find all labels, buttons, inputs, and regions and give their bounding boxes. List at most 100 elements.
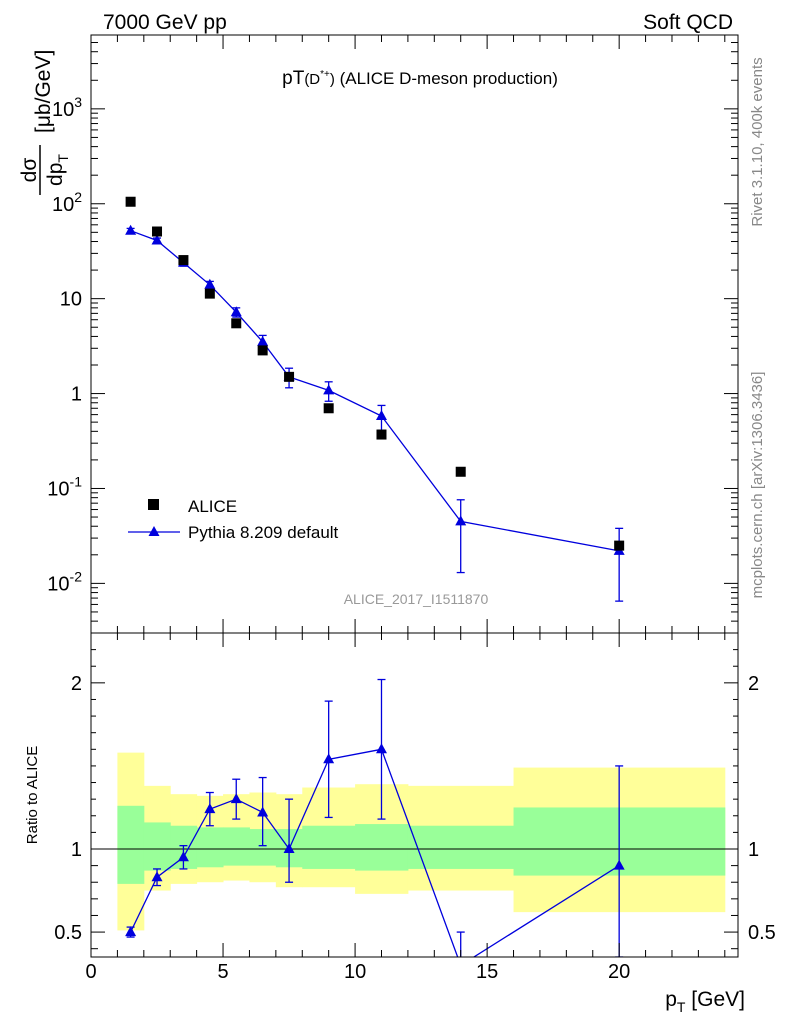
y-label-unit: [μb/GeV] (32, 50, 55, 133)
ratio-y-tick-label: 1 (71, 839, 82, 861)
ratio-point (375, 743, 387, 754)
ratio-y-tick-label: 1 (748, 839, 759, 861)
uncertainty-band-inner (196, 827, 224, 868)
data-point (257, 345, 268, 356)
ratio-point (125, 926, 137, 937)
ratio-panel: 0 5 10 15 20 0.5 0.5 1 1 2 2 Ratio to ALICE (24, 632, 776, 983)
x-label-part: p (665, 988, 677, 1011)
ratio-y-tick-label: 0.5 (748, 922, 776, 944)
source-info-label: mcplots.cern.ch [arXiv:1306.3436] (749, 372, 766, 599)
uncertainty-band-inner (117, 805, 145, 884)
tick-exp: -1 (70, 473, 83, 489)
uncertainty-band-inner (355, 824, 409, 871)
x-tick-label: 5 (217, 961, 228, 983)
title-part: *+ (320, 69, 330, 80)
ratio-y-tick-label: 2 (748, 673, 759, 695)
data-point (178, 255, 189, 266)
y-tick-label: 1 (71, 384, 82, 406)
tick-exp: 3 (74, 94, 82, 110)
data-point (323, 403, 334, 414)
title-part: pT (282, 68, 305, 89)
mc-point (375, 410, 387, 421)
mc-point (230, 306, 242, 317)
ratio-point (283, 843, 295, 853)
generator-info-label: Rivet 3.1.10, 400k events (749, 57, 766, 226)
x-tick-label: 0 (85, 961, 96, 983)
energy-label: 7000 GeV pp (103, 11, 227, 34)
ratio-point (230, 793, 242, 804)
legend-label-mc: Pythia 8.209 default (188, 523, 339, 542)
ratio-point (613, 859, 625, 870)
x-tick-label: 15 (476, 961, 498, 983)
ratio-y-tick-label: 0.5 (54, 922, 82, 944)
ratio-point (455, 959, 466, 969)
y-label-group: dσ dpT [μb/GeV] (18, 50, 71, 195)
x-label-part: T (677, 999, 686, 1015)
y-tick-label: 103 (52, 94, 82, 121)
title-part: ) (330, 71, 335, 88)
main-frame-rect (90, 34, 739, 634)
tick-exp: -2 (70, 568, 83, 584)
y-tick-label: 10-2 (47, 568, 82, 595)
data-point (204, 288, 215, 299)
ratio-point (204, 803, 216, 814)
mc-point (125, 224, 137, 235)
mc-point (323, 384, 335, 395)
category-label: Soft QCD (643, 11, 733, 34)
legend-marker-data (148, 499, 159, 510)
legend-label-data: ALICE (188, 497, 237, 516)
tick-base: 10 (47, 478, 69, 500)
data-point (125, 196, 136, 207)
ratio-point (177, 851, 189, 862)
y-tick-label: 102 (52, 189, 82, 216)
ratio-ticks: 0 5 10 15 20 0.5 0.5 1 1 2 2 (54, 633, 776, 983)
plot-title: pT(D*+) (ALICE D-meson production) (282, 68, 558, 89)
uncertainty-band-inner (407, 825, 515, 869)
mc-point (151, 234, 163, 245)
ratio-point (323, 753, 335, 764)
uncertainty-band-inner (223, 827, 250, 866)
title-part: (ALICE D-meson production) (335, 69, 558, 88)
data-point (152, 226, 163, 237)
uncertainty-band-inner (302, 825, 356, 869)
legend: ALICE Pythia 8.209 default (128, 497, 339, 542)
y-tick-label: 10-1 (47, 473, 82, 500)
ratio-point (257, 806, 269, 817)
ratio-y-tick-label: 2 (71, 673, 82, 695)
data-point (284, 371, 295, 382)
x-label-text: pT [GeV] (665, 988, 745, 1015)
title-part: (D (304, 71, 320, 88)
mc-point (204, 278, 216, 289)
data-point (231, 318, 242, 329)
tick-base: 10 (47, 573, 69, 595)
ratio-bands (91, 752, 738, 931)
ratio-frame-rect (90, 632, 739, 958)
mc-point (257, 335, 269, 346)
ratio-clipped-group (125, 678, 625, 969)
tick-exp: 2 (74, 189, 82, 205)
uncertainty-band-inner (143, 822, 171, 871)
analysis-id-label: ALICE_2017_I1511870 (344, 591, 489, 607)
main-y-axis-label: dσ dpT [μb/GeV] (18, 50, 71, 195)
x-axis-label: pT [GeV] (665, 988, 745, 1015)
y-label-part: T (55, 154, 71, 163)
tick-base: 10 (52, 194, 74, 216)
y-label-part: dp (44, 163, 67, 186)
data-point (614, 540, 625, 551)
y-label-num: dσ (18, 158, 41, 183)
ratio-data-layer (125, 678, 625, 969)
ratio-y-axis-label: Ratio to ALICE (24, 746, 41, 844)
y-label-den: dpT (44, 154, 71, 186)
main-frame (90, 34, 739, 634)
data-point (455, 466, 466, 477)
mc-point (455, 515, 467, 526)
data-point (376, 429, 387, 440)
ratio-point (151, 871, 163, 882)
x-tick-label: 20 (608, 961, 630, 983)
x-tick-label: 10 (344, 961, 366, 983)
y-tick-label: 10 (60, 289, 82, 311)
tick-base: 10 (52, 99, 74, 121)
